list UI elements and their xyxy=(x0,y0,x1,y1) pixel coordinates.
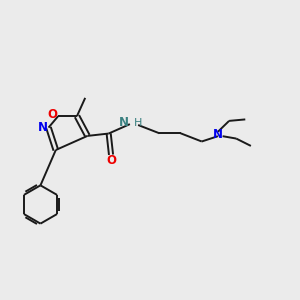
Text: O: O xyxy=(106,154,117,166)
Text: N: N xyxy=(213,128,223,141)
Text: N: N xyxy=(38,121,48,134)
Text: H: H xyxy=(134,118,142,128)
Text: O: O xyxy=(48,108,58,121)
Text: N: N xyxy=(119,116,129,129)
